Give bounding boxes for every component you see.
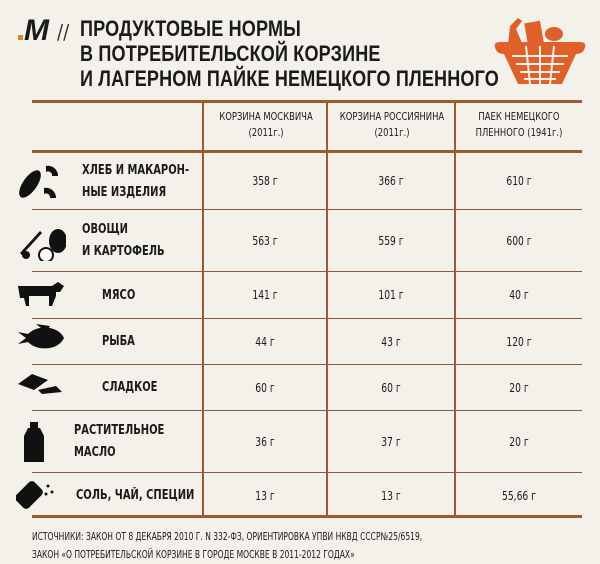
row-label: СОЛЬ, ЧАЙ, СПЕЦИИ: [76, 487, 195, 503]
value-cell: 60 г: [255, 380, 275, 395]
value-cell: 43 г: [381, 334, 401, 349]
value-cell: 60 г: [381, 380, 401, 395]
comparison-table: КОРЗИНА МОСКВИЧА (2011г.) КОРЗИНА РОССИЯН…: [16, 100, 582, 518]
value-cell: 36 г: [255, 434, 275, 449]
row-label: ОВОЩИ И КАРТОФЕЛЬ: [82, 222, 165, 259]
vegetables-icon: [20, 229, 66, 261]
bread-pasta-icon: [19, 165, 59, 198]
table-row: РАСТИТЕЛЬНОЕ МАСЛО 36 г 37 г 20 г: [24, 411, 582, 473]
value-cell: 55,66 г: [502, 488, 536, 503]
column-header: КОРЗИНА РОССИЯНИНА (2011г.): [339, 110, 445, 139]
cow-icon: [18, 281, 64, 306]
table-row: МЯСО 141 г 101 г 40 г: [18, 272, 582, 319]
page-title: ПРОДУКТОВЫЕ НОРМЫ В ПОТРЕБИТЕЛЬСКОЙ КОРЗ…: [80, 16, 499, 91]
value-cell: 141 г: [252, 288, 278, 302]
table-header: КОРЗИНА МОСКВИЧА (2011г.) КОРЗИНА РОССИЯН…: [32, 103, 582, 153]
value-cell: 101 г: [378, 288, 404, 302]
table-row: ОВОЩИ И КАРТОФЕЛЬ 563 г 559 г 600 г: [20, 210, 582, 272]
value-cell: 37 г: [381, 434, 401, 449]
value-cell: 120 г: [506, 334, 532, 349]
column-divider: [326, 103, 328, 515]
sources-note: ИСТОЧНИКИ: ЗАКОН ОТ 8 ДЕКАБРЯ 2010 Г. N …: [32, 531, 423, 561]
row-label: ХЛЕБ И МАКАРОН- НЫЕ ИЗДЕЛИЯ: [82, 162, 190, 200]
table-row: СЛАДКОЕ 60 г 60 г 20 г: [18, 365, 582, 411]
title-separator: //: [57, 20, 70, 44]
title-line: В ПОТРЕБИТЕЛЬСКОЙ КОРЗИНЕ: [80, 41, 381, 66]
row-label: РЫБА: [102, 334, 135, 349]
value-cell: 559 г: [378, 233, 404, 248]
column-header: КОРЗИНА МОСКВИЧА (2011г.): [219, 110, 313, 139]
column-divider: [454, 103, 456, 515]
value-cell: 13 г: [255, 488, 275, 503]
value-cell: 358 г: [252, 174, 278, 188]
oil-bottle-icon: [24, 422, 44, 462]
row-label: РАСТИТЕЛЬНОЕ МАСЛО: [74, 423, 165, 460]
table-row: РЫБА 44 г 43 г 120 г: [18, 319, 582, 365]
food-basket-icon: [494, 18, 586, 85]
salt-shaker-icon: [16, 480, 54, 509]
table-row: СОЛЬ, ЧАЙ, СПЕЦИИ 13 г 13 г 55,66 г: [16, 473, 582, 518]
table-row: ХЛЕБ И МАКАРОН- НЫЕ ИЗДЕЛИЯ 358 г 366 г 6…: [19, 153, 582, 210]
value-cell: 44 г: [255, 334, 275, 349]
value-cell: 40 г: [509, 288, 529, 302]
value-cell: 20 г: [509, 380, 529, 395]
value-cell: 20 г: [509, 434, 529, 449]
title-line: ПРОДУКТОВЫЕ НОРМЫ: [80, 16, 301, 41]
row-label: МЯСО: [102, 287, 136, 303]
row-label: СЛАДКОЕ: [102, 380, 158, 395]
value-cell: 366 г: [378, 174, 404, 188]
column-header: ПАЕК НЕМЕЦКОГО ПЛЕННОГО (1941г.): [475, 110, 563, 139]
value-cell: 600 г: [506, 233, 532, 248]
fish-icon: [18, 324, 64, 349]
value-cell: 610 г: [506, 174, 532, 188]
logo: M: [18, 14, 49, 48]
column-divider: [202, 103, 204, 515]
value-cell: 563 г: [252, 233, 278, 248]
value-cell: 13 г: [381, 488, 401, 503]
title-line: И ЛАГЕРНОМ ПАЙКЕ НЕМЕЦКОГО ПЛЕННОГО: [80, 66, 499, 91]
candy-icon: [18, 374, 62, 394]
